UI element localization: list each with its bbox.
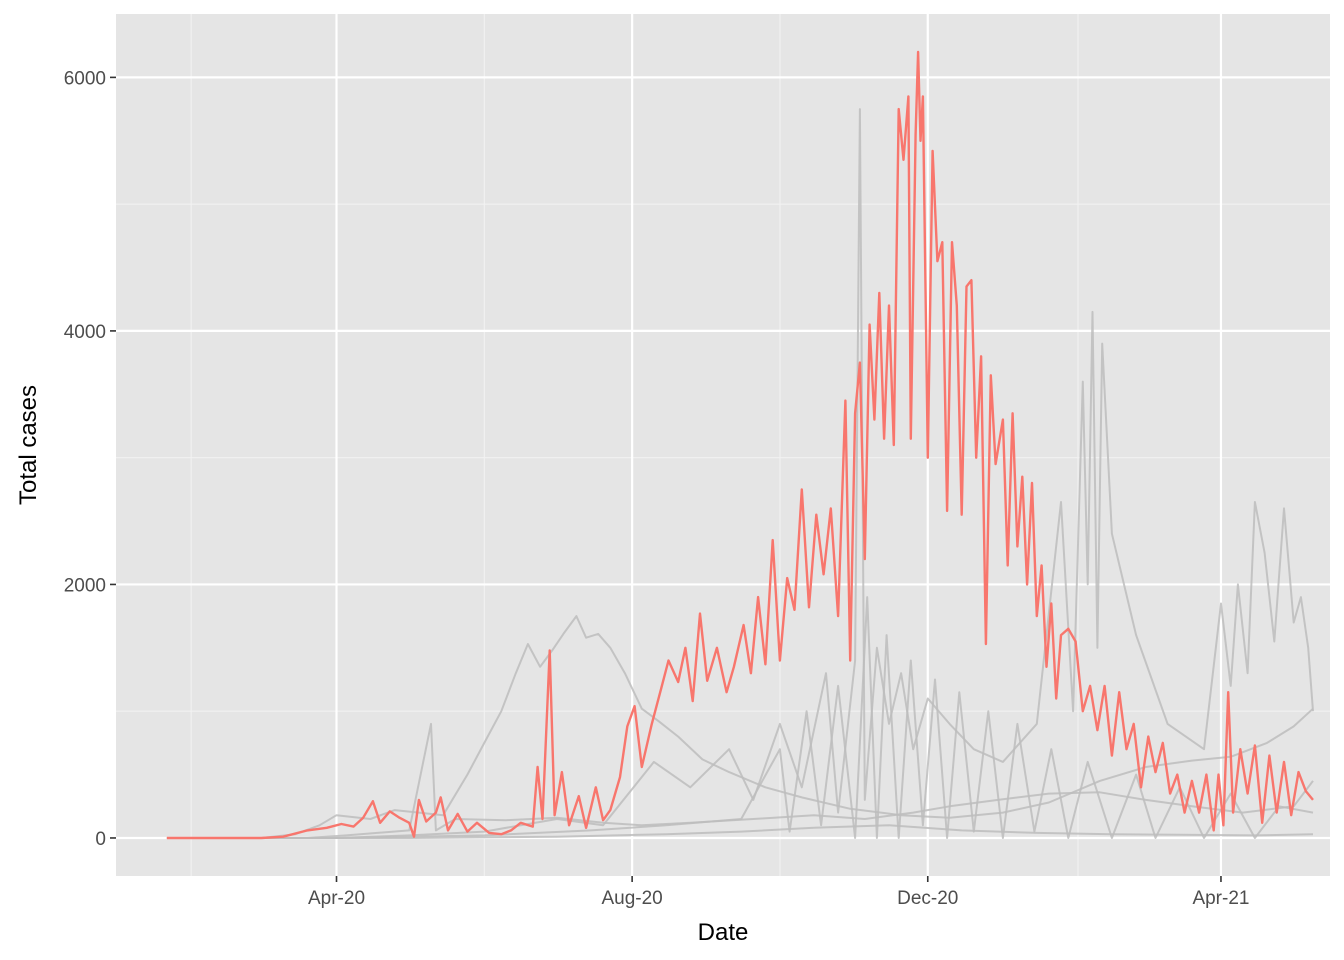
series-line-other	[166, 722, 1314, 839]
x-tick-label: Dec-20	[897, 888, 958, 909]
y-tick-label: 6000	[64, 68, 106, 89]
x-tick-label: Apr-20	[308, 888, 365, 909]
y-tick-label: 4000	[64, 322, 106, 343]
series-line-other	[166, 596, 1314, 839]
y-tick-label: 2000	[64, 575, 106, 596]
series-line-highlighted	[166, 50, 1314, 840]
minor-gridlines	[116, 14, 1330, 876]
series-line-other	[166, 615, 1314, 839]
plot-panel	[116, 14, 1330, 876]
series-line-other	[166, 824, 1314, 839]
x-tick-label: Aug-20	[601, 888, 662, 909]
y-axis-title: Total cases	[15, 385, 42, 505]
x-tick-label: Apr-21	[1192, 888, 1249, 909]
y-tick-label: 0	[95, 829, 106, 850]
x-axis: Apr-20 Aug-20 Dec-20 Apr-21	[308, 876, 1249, 909]
series-line-other	[166, 108, 1314, 839]
y-axis: 0 2000 4000 6000	[64, 68, 116, 850]
x-axis-title: Date	[698, 919, 749, 946]
series-lines	[166, 50, 1314, 840]
